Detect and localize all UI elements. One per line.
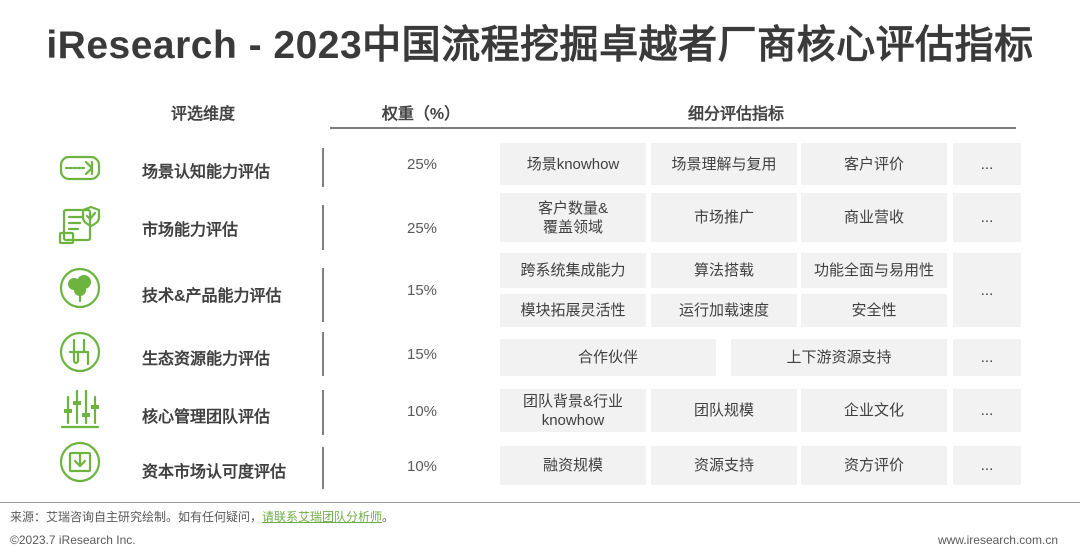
row-divider	[322, 332, 324, 376]
row-divider	[322, 148, 324, 187]
more-indicators-cell: ...	[953, 193, 1021, 242]
indicator-cell: 运行加载速度	[651, 294, 797, 327]
indicator-cell: 市场推广	[651, 193, 797, 242]
header-divider	[330, 127, 1016, 129]
indicator-cell: 资方评价	[801, 446, 947, 485]
contact-analyst-link[interactable]: 请联系艾瑞团队分析师	[262, 510, 383, 524]
more-indicators-cell: ...	[953, 389, 1021, 432]
more-indicators-cell: ...	[953, 339, 1021, 376]
website-url[interactable]: www.iresearch.com.cn	[937, 533, 1058, 547]
row-weight: 10%	[406, 403, 438, 420]
row-label: 资本市场认可度评估	[142, 464, 287, 481]
copyright: ©2023.7 iResearch Inc.	[10, 533, 136, 547]
row-label: 生态资源能力评估	[142, 351, 271, 368]
indicator-cell: 场景理解与复用	[651, 143, 797, 185]
source-suffix: 。	[382, 510, 395, 524]
more-indicators-cell: ...	[953, 253, 1021, 327]
indicator-cell: 企业文化	[801, 389, 947, 432]
indicator-cell: 客户数量& 覆盖领域	[500, 193, 646, 242]
row-divider	[322, 447, 324, 489]
header-dimension: 评选维度	[170, 106, 235, 123]
header-weight: 权重（%）	[381, 106, 461, 123]
capital-download-icon	[59, 441, 101, 483]
indicator-cell: 功能全面与易用性	[801, 253, 947, 288]
row-divider	[322, 390, 324, 435]
source-text: 来源：艾瑞咨询自主研究绘制。如有任何疑问，	[10, 510, 263, 524]
scene-cognition-icon	[59, 155, 101, 181]
footer-divider	[0, 502, 1080, 503]
indicator-cell: 跨系统集成能力	[500, 253, 646, 288]
row-weight: 10%	[406, 458, 438, 475]
row-weight: 15%	[406, 282, 438, 299]
source-note: 来源：艾瑞咨询自主研究绘制。如有任何疑问，请联系艾瑞团队分析师。	[10, 508, 394, 525]
row-label: 核心管理团队评估	[142, 409, 271, 426]
row-divider	[322, 268, 324, 322]
indicator-cell: 团队规模	[651, 389, 797, 432]
indicator-cell: 安全性	[801, 294, 947, 327]
more-indicators-cell: ...	[953, 446, 1021, 485]
indicator-cell: 模块拓展灵活性	[500, 294, 646, 327]
tree-icon	[59, 267, 101, 309]
indicator-cell: 团队背景&行业 knowhow	[500, 389, 646, 432]
indicator-cell: 客户评价	[801, 143, 947, 185]
indicator-cell: 上下游资源支持	[731, 339, 947, 376]
row-label: 技术&产品能力评估	[142, 288, 282, 305]
row-weight: 25%	[406, 220, 438, 237]
row-weight: 15%	[406, 346, 438, 363]
header-indicators: 细分评估指标	[687, 106, 784, 123]
row-divider	[322, 205, 324, 250]
team-equalizer-icon	[60, 389, 100, 429]
indicator-cell: 合作伙伴	[500, 339, 716, 376]
row-label: 场景认知能力评估	[142, 164, 271, 181]
row-label: 市场能力评估	[142, 222, 239, 239]
more-indicators-cell: ...	[953, 143, 1021, 185]
row-weight: 25%	[406, 156, 438, 173]
market-document-shield-icon	[58, 205, 101, 245]
indicator-cell: 融资规模	[500, 446, 646, 485]
indicator-cell: 资源支持	[651, 446, 797, 485]
indicator-cell: 算法搭载	[651, 253, 797, 288]
ecosystem-pipe-icon	[59, 331, 101, 373]
indicator-cell: 场景knowhow	[500, 143, 646, 185]
indicator-cell: 商业营收	[801, 193, 947, 242]
page-title: iResearch - 2023中国流程挖掘卓越者厂商核心评估指标	[46, 24, 1034, 67]
